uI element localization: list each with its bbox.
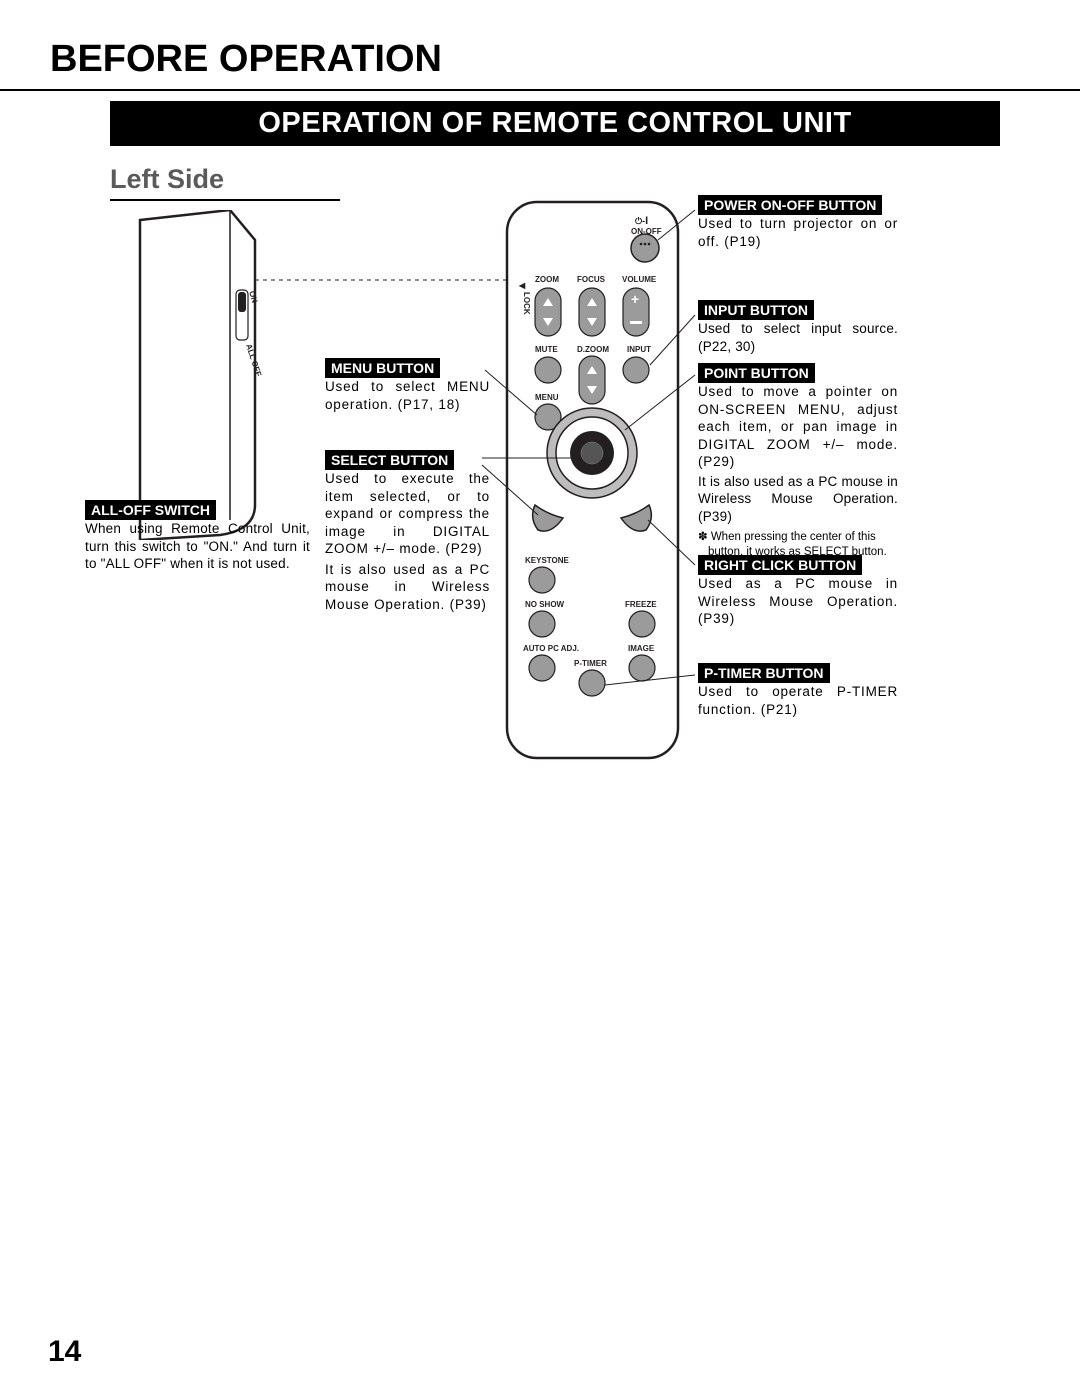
horizontal-rule — [0, 89, 1080, 91]
point-label: POINT BUTTON — [698, 363, 815, 383]
menu-label: MENU BUTTON — [325, 358, 440, 378]
power-text: Used to turn projector on or off. (P19) — [698, 215, 898, 250]
input-text: Used to select input source. (P22, 30) — [698, 320, 898, 355]
ptimer-label: P-TIMER BUTTON — [698, 663, 830, 683]
page-number: 14 — [48, 1335, 81, 1369]
select-text1: Used to execute the item selected, or to… — [325, 470, 490, 558]
select-label: SELECT BUTTON — [325, 450, 454, 470]
select-text2: It is also used as a PC mouse in Wireles… — [325, 561, 490, 614]
menu-text: Used to select MENU operation. (P17, 18) — [325, 378, 490, 413]
ptimer-text: Used to operate P-TIMER function. (P21) — [698, 683, 898, 718]
page-title: BEFORE OPERATION — [50, 38, 1040, 81]
power-label: POWER ON-OFF BUTTON — [698, 195, 882, 215]
point-text2: It is also used as a PC mouse in Wireles… — [698, 473, 898, 526]
rclick-label: RIGHT CLICK BUTTON — [698, 555, 862, 575]
section-banner: OPERATION OF REMOTE CONTROL UNIT — [110, 101, 1000, 146]
input-label: INPUT BUTTON — [698, 300, 814, 320]
rclick-text: Used as a PC mouse in Wireless Mouse Ope… — [698, 575, 898, 628]
point-text1: Used to move a pointer on ON-SCREEN MENU… — [698, 383, 898, 471]
